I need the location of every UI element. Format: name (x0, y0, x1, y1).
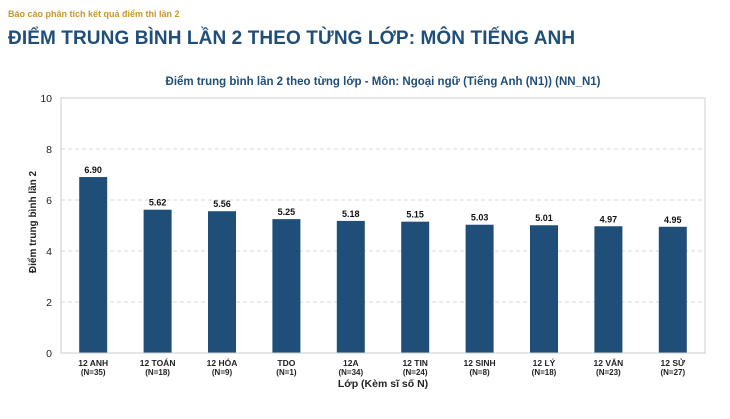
chart-title: Điểm trung bình lần 2 theo từng lớp - Mô… (166, 76, 601, 88)
bar (272, 219, 301, 353)
x-tick-sample-size: (N=35) (81, 368, 106, 377)
plot-frame (60, 97, 706, 354)
data-label: 4.97 (600, 214, 618, 224)
bar (208, 211, 236, 353)
x-axis-label: Lớp (Kèm sĩ số N) (338, 378, 428, 390)
x-tick-sample-size: (N=34) (338, 368, 363, 377)
bar (79, 177, 108, 353)
y-tick-label: 0 (46, 348, 52, 360)
page-title: ĐIỂM TRUNG BÌNH LẦN 2 THEO TỪNG LỚP: MÔN… (8, 28, 576, 49)
bar (465, 224, 494, 353)
bar-chart: Điểm trung bình lần 2 theo từng lớp - Mô… (27, 76, 706, 390)
x-tick-label: 12 SINH (464, 358, 496, 368)
data-label: 5.25 (278, 207, 296, 217)
data-label: 5.15 (406, 210, 424, 220)
data-labels: 6.90 5.62 5.56 5.25 5.18 5.15 5.03 5.01 4.97 4.95 (84, 165, 681, 225)
x-tick-sample-size: (N=24) (403, 368, 428, 377)
y-tick-label: 8 (46, 144, 52, 156)
x-tick-sample-size: (N=8) (469, 368, 490, 377)
data-label: 6.90 (84, 165, 102, 175)
data-label: 5.62 (149, 198, 167, 208)
bars (79, 177, 687, 353)
y-tick-label: 4 (46, 246, 52, 258)
bar (658, 226, 687, 353)
data-label: 5.18 (342, 209, 360, 219)
y-tick-label: 10 (40, 93, 52, 105)
bar (401, 221, 430, 353)
data-label: 4.95 (664, 215, 682, 225)
x-tick-sample-size: (N=23) (596, 368, 621, 377)
x-tick-sample-size: (N=27) (660, 368, 685, 377)
x-tick-label: 12 HÓA (207, 357, 238, 368)
bar (594, 226, 623, 353)
data-label: 5.03 (471, 213, 489, 223)
report-label: Báo cáo phân tích kết quả điểm thi lần 2 (8, 9, 180, 19)
x-tick-label: 12 VĂN (594, 358, 624, 368)
y-tick-label: 2 (46, 297, 52, 309)
x-tick-sample-size: (N=18) (145, 368, 170, 377)
bar (530, 225, 558, 353)
x-tick-sample-size: (N=18) (532, 368, 557, 377)
x-tick-label: TDO (277, 358, 295, 368)
x-tick-label: 12A (343, 358, 359, 368)
x-axis-ticks: 12 ANH(N=35)12 TOÁN(N=18)12 HÓA(N=9)TDO(… (78, 357, 686, 377)
chart-container: Điểm trung bình lần 2 theo từng lớp - Mô… (0, 66, 730, 414)
data-label: 5.01 (535, 213, 553, 223)
x-tick-label: 12 ANH (78, 358, 108, 368)
y-axis-ticks: 0 2 4 6 8 10 (40, 93, 52, 360)
x-tick-label: 12 TIN (402, 358, 428, 368)
x-tick-label: 12 TOÁN (140, 358, 176, 368)
x-tick-sample-size: (N=1) (276, 368, 297, 377)
x-tick-label: 12 SỬ (661, 357, 686, 368)
y-tick-label: 6 (46, 195, 52, 207)
bar (336, 220, 365, 353)
bar (143, 209, 172, 353)
data-label: 5.56 (213, 199, 231, 209)
x-tick-sample-size: (N=9) (212, 368, 233, 377)
x-tick-label: 12 LÝ (533, 357, 556, 368)
y-axis-label: Điểm trung bình lần 2 (27, 170, 39, 273)
